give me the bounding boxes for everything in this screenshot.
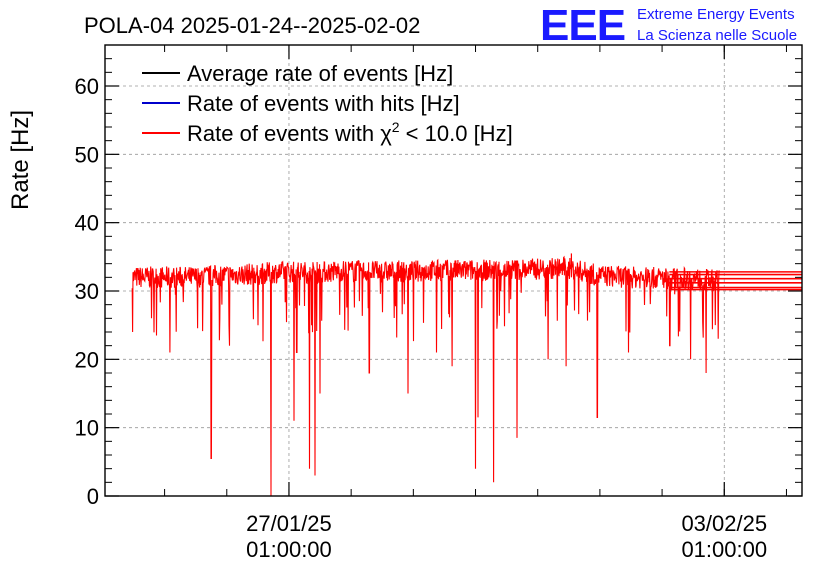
y-tick-label: 20 bbox=[75, 347, 99, 372]
y-tick-label: 40 bbox=[75, 211, 99, 236]
chart-title: POLA-04 2025-01-24--2025-02-02 bbox=[84, 13, 420, 38]
x-tick-label-date: 03/02/25 bbox=[681, 511, 767, 536]
eee-logo: EEE Extreme Energy Events La Scienza nel… bbox=[540, 1, 797, 50]
grid-lines bbox=[105, 45, 802, 496]
x-tick-label-time: 01:00:00 bbox=[681, 537, 767, 562]
legend-label-text: Rate of events with χ bbox=[187, 121, 392, 146]
plot-frame bbox=[104, 44, 803, 497]
logo-text: EEE bbox=[540, 1, 625, 50]
x-tick-label-date: 27/01/25 bbox=[246, 511, 332, 536]
legend-label-text: Rate of events with hits [Hz] bbox=[187, 91, 460, 116]
legend-superscript: 2 bbox=[392, 119, 400, 135]
x-tick-label-time: 01:00:00 bbox=[246, 537, 332, 562]
legend: Average rate of events [Hz] Rate of event… bbox=[142, 61, 513, 146]
y-tick-label: 60 bbox=[75, 74, 99, 99]
logo-line1: Extreme Energy Events bbox=[637, 6, 795, 23]
legend-label: Average rate of events [Hz] bbox=[187, 61, 453, 86]
series-layer bbox=[131, 253, 802, 497]
legend-label: Rate of events with hits [Hz] bbox=[187, 91, 460, 116]
legend-label: Rate of events with χ2 < 10.0 [Hz] bbox=[187, 119, 513, 146]
y-tick-label: 30 bbox=[75, 279, 99, 304]
legend-label-text: Average rate of events [Hz] bbox=[187, 61, 453, 86]
y-tick-label: 10 bbox=[75, 416, 99, 441]
logo-line2: La Scienza nelle Scuole bbox=[637, 27, 797, 44]
y-tick-label: 0 bbox=[87, 484, 99, 509]
y-tick-label: 50 bbox=[75, 142, 99, 167]
y-axis-label: Rate [Hz] bbox=[7, 110, 34, 210]
series-line-chi2 bbox=[131, 255, 720, 497]
legend-suffix: < 10.0 [Hz] bbox=[400, 121, 513, 146]
axes-layer: 010203040506027/01/2501:00:0003/02/2501:… bbox=[75, 44, 802, 562]
